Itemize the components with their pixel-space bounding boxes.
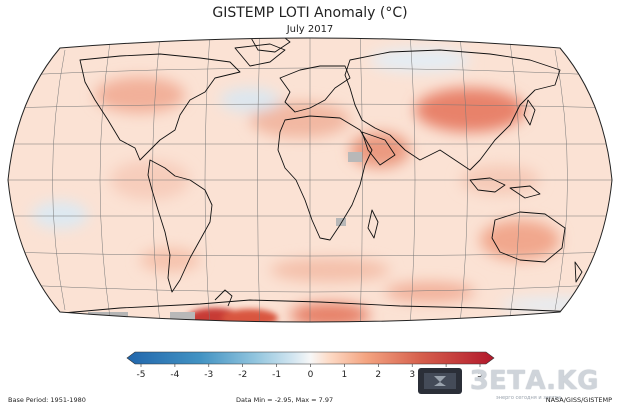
watermark-logo: ЗЕТА.KG энерго сегодня и завтра [412, 364, 612, 401]
map-title: GISTEMP LOTI Anomaly (°C) [212, 5, 408, 21]
credit-label: NASA/GISS/GISTEMP [545, 396, 612, 404]
data-range-label: Data Min = -2.95, Max = 7.97 [236, 396, 334, 404]
colorbar-tick-label: 1 [342, 370, 348, 380]
colorbar-tick-label: -5 [137, 370, 146, 380]
watermark-subtext: энерго сегодня и завтра [496, 395, 562, 401]
graticule [8, 38, 612, 322]
colorbar-tick-label: -4 [170, 370, 179, 380]
globe-outline [7, 37, 613, 323]
colorbar-tick-label: 3 [409, 370, 415, 380]
colorbar-tick-label: 5 [477, 370, 483, 380]
colorbar-tick-label: -1 [272, 370, 281, 380]
map-subtitle: July 2017 [286, 24, 334, 35]
colorbar-tick-label: 0 [308, 370, 314, 380]
colorbar-tick-label: -3 [204, 370, 213, 380]
base-period-label: Base Period: 1951-1980 [8, 396, 86, 404]
watermark-text: ЗЕТА.KG [470, 366, 599, 396]
colorbar-tick-label: -2 [238, 370, 247, 380]
coastlines [39, 38, 583, 316]
colorbar-tick-label: 2 [375, 370, 381, 380]
